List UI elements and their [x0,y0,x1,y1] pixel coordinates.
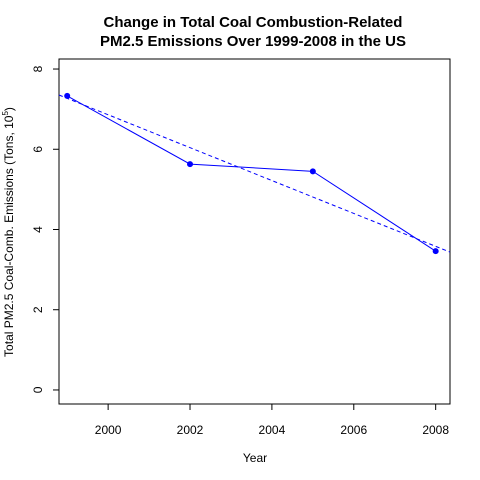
y-tick-label: 8 [31,65,45,72]
data-point [64,92,71,99]
data-point [309,168,316,175]
y-axis-label: Total PM2.5 Coal-Comb. Emissions (Tons, … [1,107,16,357]
trend-line [58,94,451,253]
x-tick-label: 2008 [422,423,449,437]
y-axis-label-close: ) [2,107,16,111]
x-tick-label: 2000 [95,423,122,437]
plot-frame [58,58,451,405]
x-tick-label: 2004 [259,423,286,437]
chart-title-line-1: Change in Total Coal Combustion-Related [104,14,403,31]
y-axis-label-main: Total PM2.5 Coal-Comb. Emissions (Tons, … [2,115,16,357]
series-group [64,92,439,255]
y-tick-label: 6 [31,146,45,153]
x-tick-label: 2002 [177,423,204,437]
trend-line-group [58,94,451,253]
y-axis: 0 2 4 6 8 [31,65,59,393]
x-axis-label: Year [243,451,267,465]
y-axis-label-exponent: 5 [1,111,10,116]
chart-title-line-2: PM2.5 Emissions Over 1999-2008 in the US [100,33,406,50]
x-tick-label: 2006 [340,423,367,437]
x-axis: 2000 2002 2004 2006 2008 [95,404,449,437]
y-tick-label: 2 [31,306,45,313]
y-tick-label: 0 [31,386,45,393]
data-point [187,161,194,168]
y-tick-label: 4 [31,226,45,233]
data-point [432,248,439,255]
series-line [66,95,436,252]
